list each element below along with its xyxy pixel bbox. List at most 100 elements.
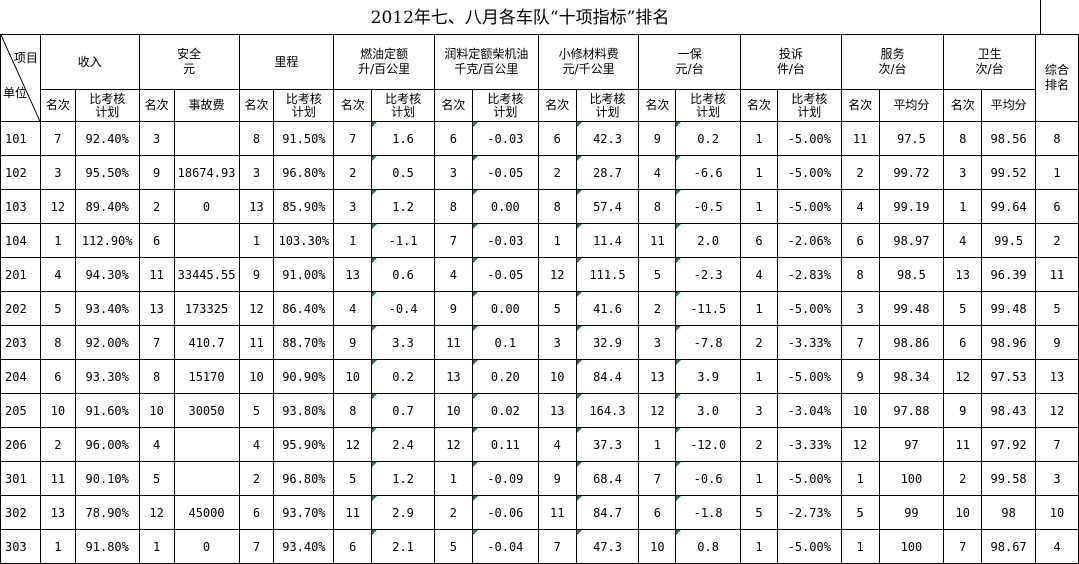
table-cell[interactable]: -2.3 xyxy=(675,257,741,292)
table-cell[interactable]: -3.33% xyxy=(776,325,842,360)
table-cell[interactable]: 7 xyxy=(1035,427,1079,462)
table-cell[interactable]: 96.39 xyxy=(981,257,1037,292)
table-cell[interactable]: 6 xyxy=(138,223,175,258)
table-cell[interactable]: 12 xyxy=(333,427,373,462)
table-cell[interactable]: 2 xyxy=(740,325,778,360)
table-cell[interactable]: 98.86 xyxy=(878,325,945,360)
table-cell[interactable]: 100 xyxy=(878,529,945,564)
table-cell[interactable]: 99.52 xyxy=(981,155,1037,190)
table-cell[interactable]: 98.67 xyxy=(981,529,1037,564)
table-cell[interactable]: 8 xyxy=(537,189,577,224)
table-cell[interactable]: 45000 xyxy=(173,495,240,530)
table-cell[interactable]: 2 xyxy=(537,155,577,190)
table-cell[interactable]: 1 xyxy=(840,529,880,564)
table-cell[interactable]: -7.8 xyxy=(675,325,741,360)
table-cell[interactable]: 11 xyxy=(39,461,76,496)
table-cell[interactable]: -0.03 xyxy=(471,223,539,258)
table-cell[interactable]: 0 xyxy=(173,189,240,224)
table-cell[interactable]: 6 xyxy=(39,359,76,394)
table-cell[interactable]: 1 xyxy=(433,461,473,496)
table-cell[interactable]: 98.96 xyxy=(981,325,1037,360)
table-cell[interactable]: 33445.55 xyxy=(173,257,240,292)
table-cell[interactable]: 30050 xyxy=(173,393,240,428)
table-cell[interactable]: 10 xyxy=(638,529,677,564)
table-cell[interactable]: -2.73% xyxy=(776,495,842,530)
table-cell[interactable]: 8 xyxy=(840,257,880,292)
table-cell[interactable]: 6 xyxy=(740,223,778,258)
table-cell[interactable]: 4 xyxy=(1035,529,1079,564)
table-cell[interactable]: 99.58 xyxy=(981,461,1037,496)
table-cell[interactable]: 41.6 xyxy=(575,291,640,326)
table-cell[interactable]: 3 xyxy=(537,325,577,360)
table-cell[interactable]: 1.2 xyxy=(371,461,435,496)
table-cell[interactable]: 2.4 xyxy=(371,427,435,462)
table-cell[interactable]: 32.9 xyxy=(575,325,640,360)
table-cell[interactable]: 11.4 xyxy=(575,223,640,258)
table-cell[interactable]: -5.00% xyxy=(776,189,842,224)
table-cell[interactable]: 1 xyxy=(537,223,577,258)
table-cell[interactable]: 2.9 xyxy=(371,495,435,530)
table-cell[interactable]: 9 xyxy=(943,393,983,428)
table-cell[interactable]: 98.34 xyxy=(878,359,945,394)
table-cell[interactable]: 99.48 xyxy=(878,291,945,326)
table-cell[interactable]: 47.3 xyxy=(575,529,640,564)
table-cell[interactable]: 1 xyxy=(333,223,373,258)
table-cell[interactable]: 12 xyxy=(138,495,175,530)
table-cell[interactable]: 2.0 xyxy=(675,223,741,258)
unit-cell[interactable]: 302 xyxy=(0,495,41,530)
table-cell[interactable]: 9 xyxy=(138,155,175,190)
table-cell[interactable]: 86.40% xyxy=(273,291,335,326)
table-cell[interactable]: 97 xyxy=(878,427,945,462)
table-cell[interactable]: 5 xyxy=(840,495,880,530)
table-cell[interactable]: 1 xyxy=(238,223,275,258)
table-cell[interactable]: 12 xyxy=(433,427,473,462)
table-cell[interactable]: 5 xyxy=(333,461,373,496)
unit-cell[interactable]: 103 xyxy=(0,189,41,224)
table-cell[interactable]: 5 xyxy=(740,495,778,530)
table-cell[interactable]: 0 xyxy=(173,529,240,564)
table-cell[interactable]: 1 xyxy=(39,529,76,564)
table-cell[interactable]: 7 xyxy=(138,325,175,360)
unit-cell[interactable]: 201 xyxy=(0,257,41,292)
table-cell[interactable]: -3.33% xyxy=(776,427,842,462)
table-cell[interactable]: 8 xyxy=(1035,121,1079,156)
table-cell[interactable]: 7 xyxy=(333,121,373,156)
table-cell[interactable]: 4 xyxy=(537,427,577,462)
table-cell[interactable]: 18674.93 xyxy=(173,155,240,190)
table-cell[interactable]: 12 xyxy=(638,393,677,428)
table-cell[interactable]: -1.1 xyxy=(371,223,435,258)
table-cell[interactable]: -6.6 xyxy=(675,155,741,190)
table-cell[interactable]: 0.00 xyxy=(471,189,539,224)
table-cell[interactable]: 7 xyxy=(238,529,275,564)
table-cell[interactable]: 3 xyxy=(138,121,175,156)
table-cell[interactable]: 2 xyxy=(740,427,778,462)
table-cell[interactable]: 5 xyxy=(238,393,275,428)
table-cell[interactable]: -5.00% xyxy=(776,155,842,190)
table-cell[interactable]: 2 xyxy=(638,291,677,326)
table-cell[interactable]: 68.4 xyxy=(575,461,640,496)
table-cell[interactable]: 1 xyxy=(1035,155,1079,190)
table-cell[interactable]: 1.2 xyxy=(371,189,435,224)
table-cell[interactable]: 2 xyxy=(138,189,175,224)
table-cell[interactable]: 13 xyxy=(1035,359,1079,394)
table-cell[interactable]: -2.83% xyxy=(776,257,842,292)
table-cell[interactable]: -12.0 xyxy=(675,427,741,462)
table-cell[interactable]: 2 xyxy=(333,155,373,190)
table-cell[interactable]: 6 xyxy=(333,529,373,564)
table-cell[interactable]: 0.11 xyxy=(471,427,539,462)
table-cell[interactable]: 6 xyxy=(943,325,983,360)
table-cell[interactable]: 84.7 xyxy=(575,495,640,530)
table-cell[interactable]: 13 xyxy=(638,359,677,394)
table-cell[interactable]: 11 xyxy=(333,495,373,530)
table-cell[interactable]: 11 xyxy=(238,325,275,360)
unit-cell[interactable]: 303 xyxy=(0,529,41,564)
table-cell[interactable]: 94.30% xyxy=(74,257,140,292)
table-cell[interactable]: 99.19 xyxy=(878,189,945,224)
table-cell[interactable]: -0.05 xyxy=(471,257,539,292)
table-cell[interactable]: 93.40% xyxy=(273,529,335,564)
table-cell[interactable]: 1 xyxy=(638,427,677,462)
table-cell[interactable]: 10 xyxy=(333,359,373,394)
table-cell[interactable]: 91.00% xyxy=(273,257,335,292)
table-cell[interactable]: 7 xyxy=(537,529,577,564)
table-cell[interactable]: -0.04 xyxy=(471,529,539,564)
